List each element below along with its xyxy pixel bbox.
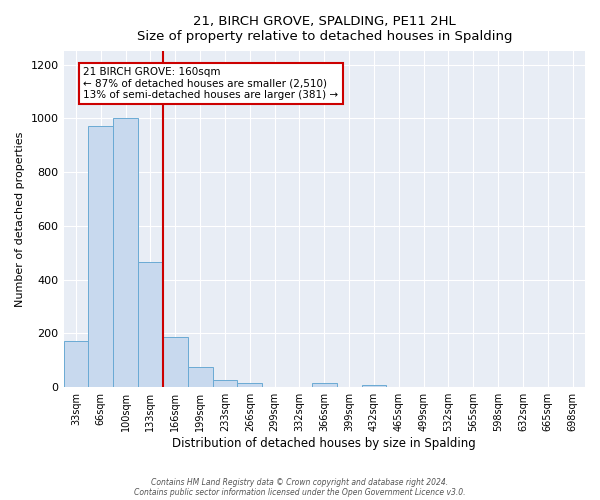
- Bar: [113, 118, 138, 387]
- Bar: [138, 262, 163, 387]
- Bar: [64, 342, 88, 387]
- Bar: [212, 380, 238, 387]
- Text: Contains HM Land Registry data © Crown copyright and database right 2024.
Contai: Contains HM Land Registry data © Crown c…: [134, 478, 466, 497]
- Text: 21 BIRCH GROVE: 160sqm
← 87% of detached houses are smaller (2,510)
13% of semi-: 21 BIRCH GROVE: 160sqm ← 87% of detached…: [83, 67, 338, 100]
- Y-axis label: Number of detached properties: Number of detached properties: [15, 132, 25, 307]
- Bar: [238, 382, 262, 387]
- Bar: [312, 384, 337, 387]
- Bar: [362, 384, 386, 387]
- Bar: [88, 126, 113, 387]
- Bar: [188, 367, 212, 387]
- Bar: [163, 338, 188, 387]
- X-axis label: Distribution of detached houses by size in Spalding: Distribution of detached houses by size …: [172, 437, 476, 450]
- Title: 21, BIRCH GROVE, SPALDING, PE11 2HL
Size of property relative to detached houses: 21, BIRCH GROVE, SPALDING, PE11 2HL Size…: [137, 15, 512, 43]
